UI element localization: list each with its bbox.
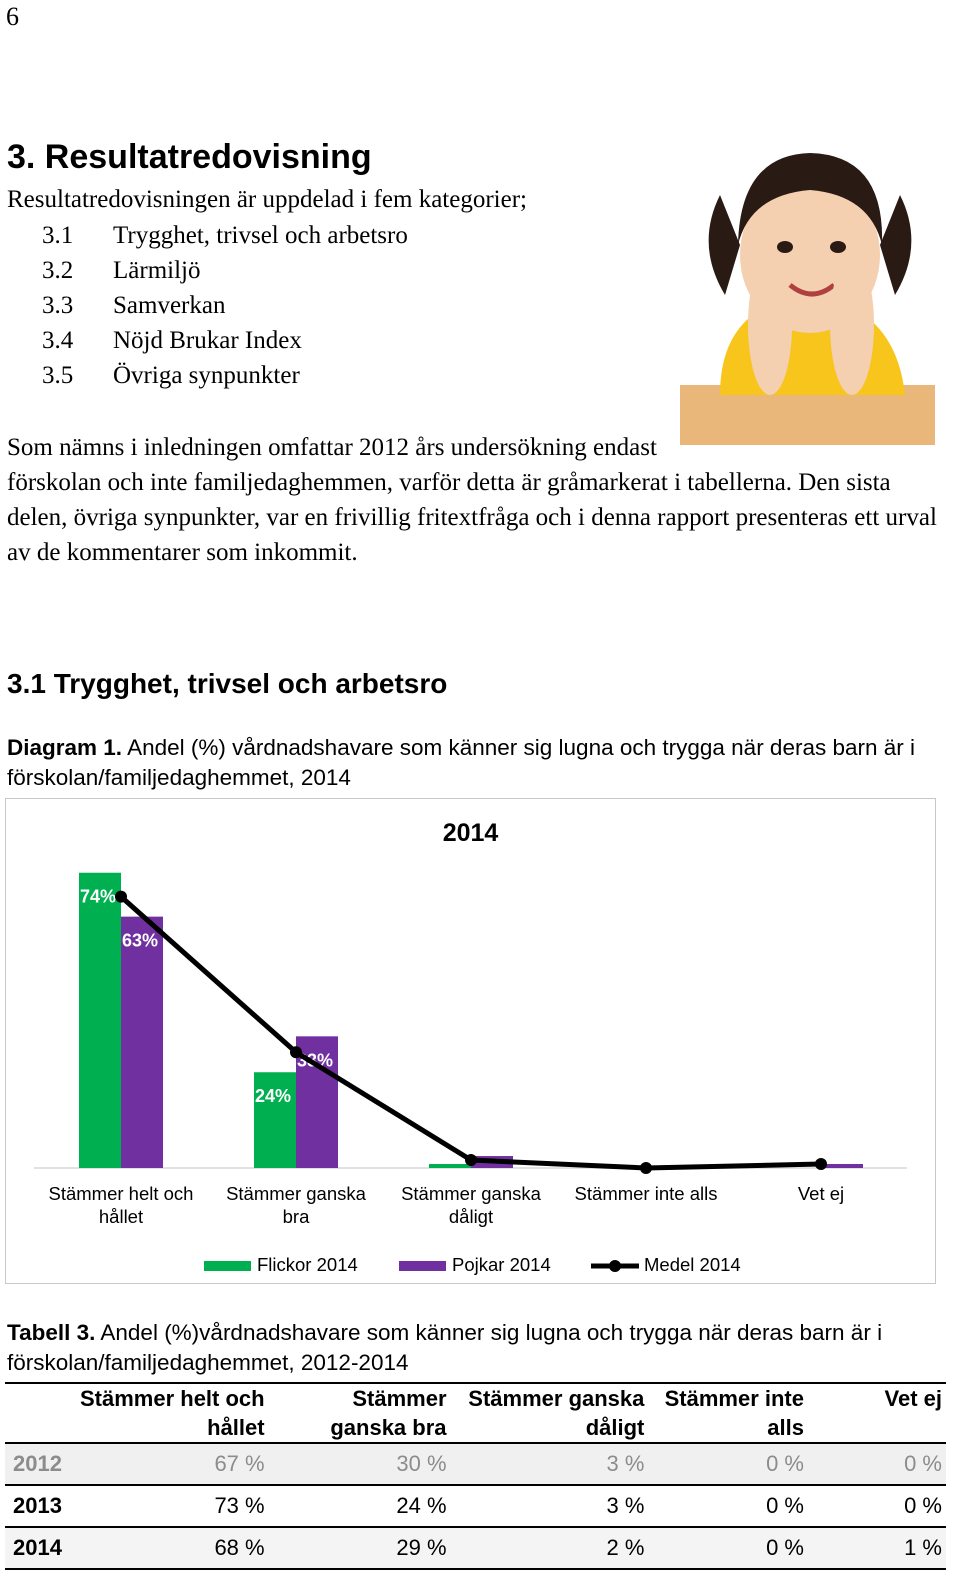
table-header-cell [5, 1383, 66, 1443]
table-cell: 0 % [904, 1451, 942, 1476]
x-tick-label: Stämmer inte alls [574, 1183, 718, 1204]
table-header-row: Stämmer helt och hållet Stämmer ganska br… [5, 1383, 946, 1443]
caption-text: Andel (%) vårdnadshavare som känner sig … [7, 735, 916, 790]
diagram-caption: Diagram 1. Andel (%) vårdnadshavare som … [7, 733, 937, 793]
bar [254, 1072, 296, 1168]
bar [79, 872, 121, 1168]
chart-title: 2014 [442, 819, 499, 847]
line-marker [465, 1154, 477, 1167]
plot: 74% 24% 63% 33% [34, 872, 907, 1272]
heading: 3. Resultatredovisning [7, 138, 372, 176]
data-label: 63% [122, 931, 158, 951]
line-marker [640, 1162, 652, 1174]
legend-swatch [399, 1261, 446, 1271]
table: Stämmer helt och hållet Stämmer ganska br… [5, 1382, 946, 1570]
table-cell: 24 % [396, 1493, 447, 1518]
table-cell: 0 % [904, 1493, 942, 1518]
paragraph: Som nämns i inledningen omfattar 2012 år… [7, 430, 937, 570]
line-marker [815, 1158, 827, 1171]
x-tick-label: Stämmer ganska bra [226, 1183, 366, 1227]
list-number: 3.3 [42, 292, 74, 319]
caption-label: Diagram 1. [7, 735, 123, 760]
legend-label: Flickor 2014 [257, 1254, 358, 1275]
section-heading: 3.1 Trygghet, trivsel och arbetsro [7, 668, 448, 699]
bar [429, 1164, 471, 1168]
data-label: 33% [297, 1050, 333, 1070]
list-text: Lärmiljö [113, 257, 201, 284]
photo [680, 135, 935, 445]
table-row: 2013 73 % 24 % 3 % 0 % 0 % [5, 1485, 946, 1527]
table-row: 2014 68 % 29 % 2 % 0 % 1 % [5, 1527, 946, 1569]
list-text: Trygghet, trivsel och arbetsro [113, 222, 408, 249]
list-number: 3.1 [42, 222, 74, 249]
table-caption: Tabell 3. Andel (%)vårdnadshavare som kä… [7, 1318, 937, 1378]
table-cell: 68 % [214, 1535, 265, 1560]
table-header-cell: Vet ej [884, 1386, 942, 1411]
table-cell: 3 % [606, 1451, 645, 1476]
list-text: Nöjd Brukar Index [113, 327, 302, 354]
line-marker [115, 890, 127, 903]
bar [121, 916, 163, 1168]
legend-swatch-marker [609, 1260, 621, 1272]
line [119, 894, 822, 1171]
table-row: 2012 67 % 30 % 3 % 0 % 0 % [5, 1443, 946, 1485]
list-number: 3.2 [42, 257, 74, 284]
list-number: 3.4 [42, 327, 74, 354]
table-cell: 0 % [766, 1493, 804, 1518]
table-cell: 2012 [13, 1451, 62, 1476]
legend-label: Medel 2014 [644, 1254, 741, 1275]
x-tick-label: Stämmer helt och hållet [48, 1183, 194, 1227]
table-caption-text: Andel (%)vårdnadshavare som känner sig l… [7, 1320, 883, 1375]
table-caption-label: Tabell 3. [7, 1320, 96, 1345]
list-number: 3.5 [42, 362, 74, 389]
bar [821, 1164, 863, 1168]
line-marker [290, 1046, 302, 1059]
table-cell: 1 % [904, 1535, 942, 1560]
table-cell: 2014 [13, 1535, 62, 1560]
data-label: 24% [255, 1086, 291, 1106]
data-label: 74% [80, 887, 116, 907]
table-cell: 2013 [13, 1493, 62, 1518]
table-header-cell: Stämmer helt och hållet [79, 1386, 265, 1440]
table-cell: 3 % [606, 1493, 645, 1518]
page-number: 6 [6, 2, 19, 31]
table-cell: 73 % [214, 1493, 265, 1518]
table-cell: 2 % [606, 1535, 645, 1560]
table-cell: 30 % [396, 1451, 447, 1476]
table-cell: 29 % [396, 1535, 447, 1560]
table-header-cell: Stämmer inte alls [664, 1386, 804, 1440]
table-cell: 0 % [766, 1535, 804, 1560]
list-text: Samverkan [113, 292, 226, 319]
legend-label: Pojkar 2014 [452, 1254, 551, 1275]
paragraph-text: Som nämns i inledningen omfattar 2012 år… [7, 434, 937, 566]
table-header-cell: Stämmer ganska bra [330, 1386, 447, 1440]
legend-swatch [204, 1261, 251, 1271]
table-header-cell: Stämmer ganska dåligt [468, 1386, 645, 1440]
table-cell: 67 % [214, 1451, 265, 1476]
list-text: Övriga synpunkter [113, 362, 300, 389]
x-tick-label: Stämmer ganska dåligt [401, 1183, 541, 1227]
table-cell: 0 % [766, 1451, 804, 1476]
x-tick-label: Vet ej [797, 1183, 845, 1204]
chart: 2014 74% 24% 63% 33% Stämmer helt och hålle… [5, 798, 936, 1284]
intro: Resultatredovisningen är uppdelad i fem … [7, 186, 527, 213]
